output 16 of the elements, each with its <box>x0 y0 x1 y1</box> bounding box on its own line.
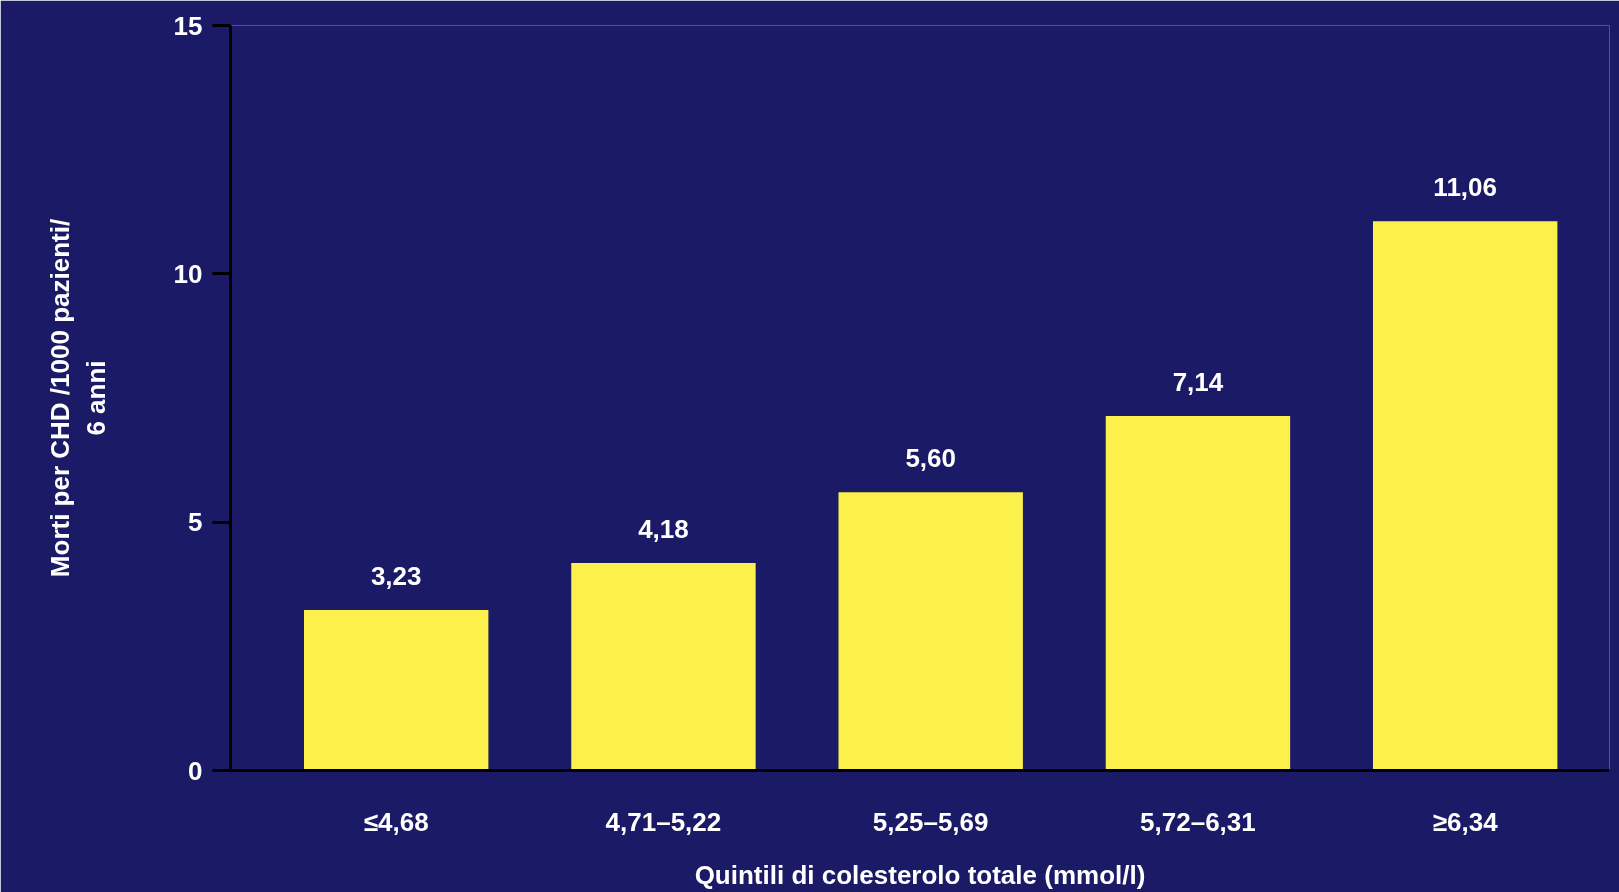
y-tick-label: 15 <box>173 10 203 41</box>
data-label: 7,14 <box>1172 366 1224 397</box>
data-label: 4,18 <box>638 513 689 544</box>
data-label: 5,60 <box>905 443 956 474</box>
x-axis-title: Quintili di colesterolo totale (mmol/l) <box>694 859 1146 890</box>
y-axis-title: Morti per CHD /1000 pazienti/ 6 anni <box>44 218 111 578</box>
x-tick-label: 4,71–5,22 <box>605 806 722 837</box>
x-tick-label: 5,72–6,31 <box>1140 806 1256 837</box>
x-tick-label: ≤4,68 <box>363 806 429 837</box>
x-tick-label: 5,25–5,69 <box>872 806 989 837</box>
data-label: 3,23 <box>370 561 422 592</box>
x-tick-label: ≥6,34 <box>1432 806 1499 837</box>
y-tick-label: 5 <box>188 507 203 538</box>
data-label: 11,06 <box>1433 172 1498 203</box>
y-tick-label: 10 <box>173 258 203 289</box>
y-tick-label: 0 <box>188 755 203 786</box>
